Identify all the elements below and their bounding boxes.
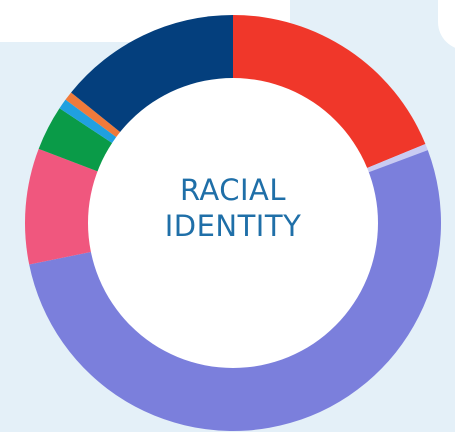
donut-hole	[88, 78, 378, 368]
chart-title: RACIAL IDENTITY	[164, 173, 302, 243]
top-right-panel	[438, 0, 455, 48]
